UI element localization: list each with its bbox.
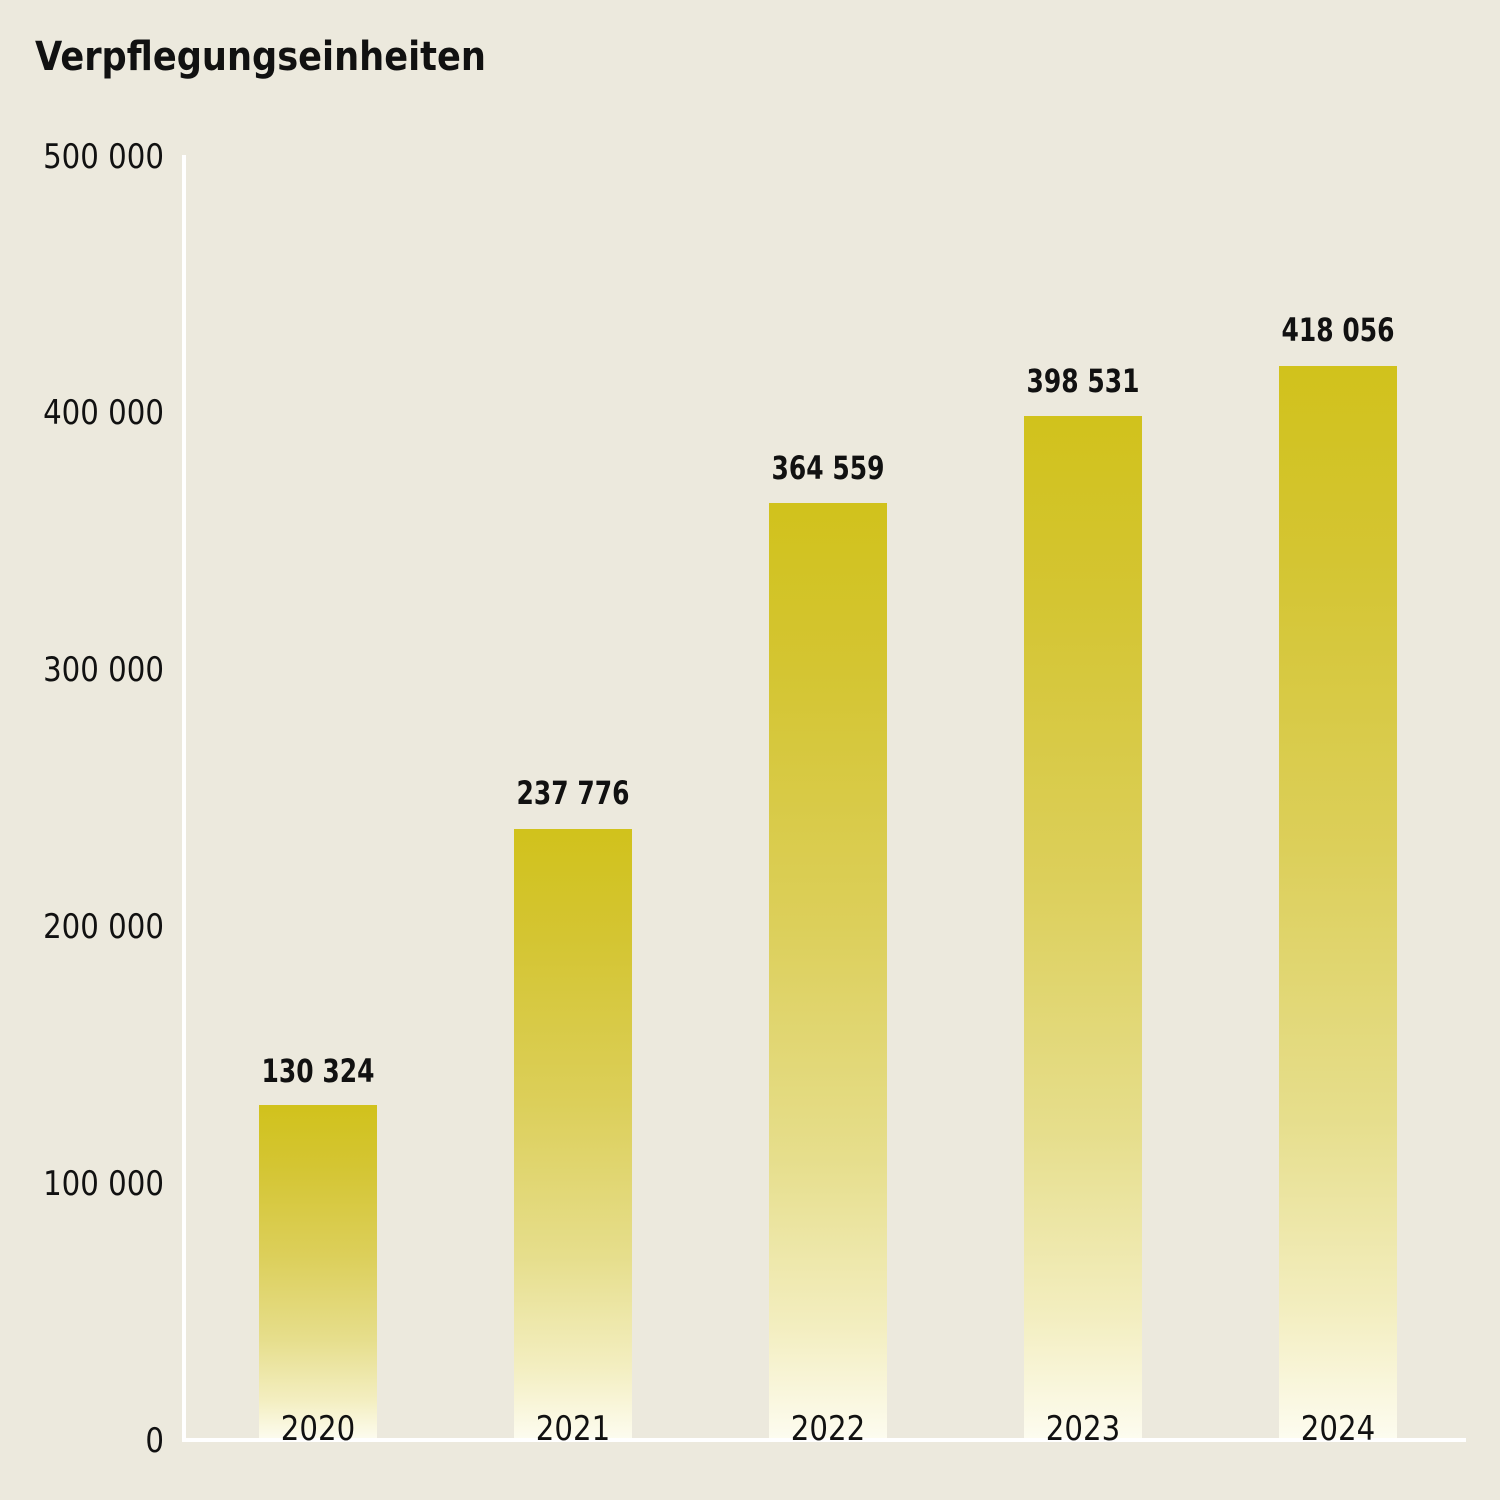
bar-value-label: 418 056	[1281, 311, 1395, 349]
x-axis-line	[182, 1438, 1466, 1442]
bar-2024	[1279, 366, 1397, 1440]
bar-value-label: 364 559	[771, 449, 885, 487]
bar-value-label: 237 776	[516, 774, 630, 812]
x-tick-label: 2023	[1045, 1409, 1121, 1449]
bar-2023	[1024, 416, 1142, 1440]
y-tick-label: 200 000	[43, 907, 164, 947]
y-tick-label: 500 000	[43, 137, 164, 177]
y-tick-label: 400 000	[43, 393, 164, 433]
bar-2020	[259, 1105, 377, 1440]
y-axis-line	[182, 155, 186, 1442]
bar-value-label: 130 324	[261, 1052, 375, 1090]
bar-2021	[514, 829, 632, 1440]
bar-value-label: 398 531	[1026, 362, 1140, 400]
chart-title: Verpflegungseinheiten	[35, 34, 486, 80]
y-tick-label: 100 000	[43, 1164, 164, 1204]
bar-2022	[769, 503, 887, 1440]
x-tick-label: 2020	[280, 1409, 356, 1449]
x-tick-label: 2022	[790, 1409, 866, 1449]
y-tick-label: 0	[145, 1421, 164, 1461]
x-tick-label: 2024	[1300, 1409, 1376, 1449]
y-tick-label: 300 000	[43, 650, 164, 690]
x-tick-label: 2021	[535, 1409, 611, 1449]
